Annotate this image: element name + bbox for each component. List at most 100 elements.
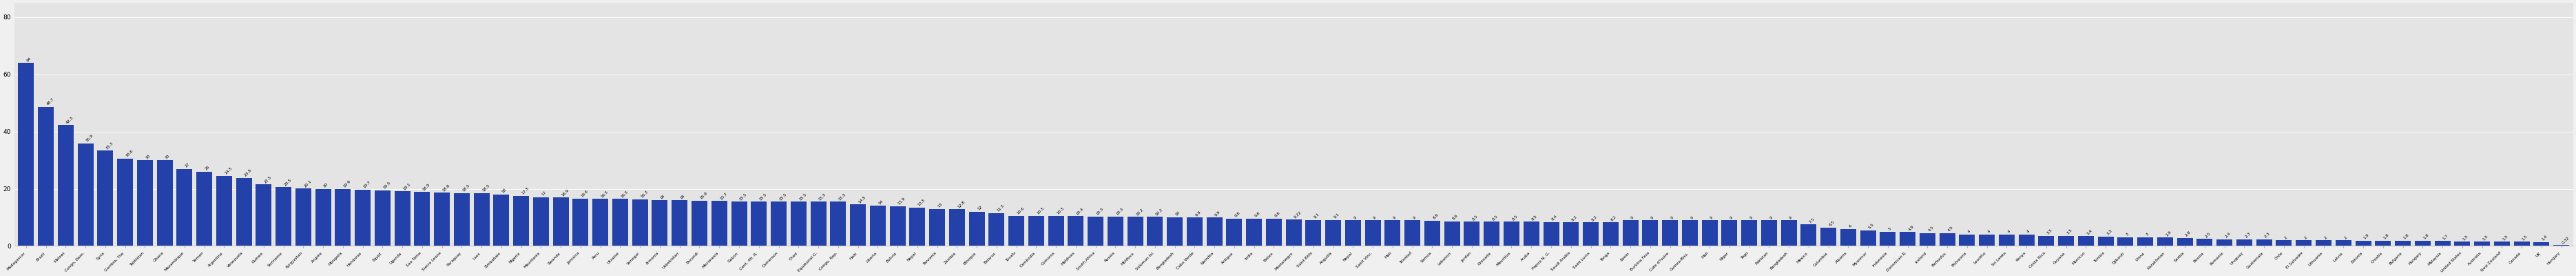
Text: 16.9: 16.9 (562, 188, 569, 197)
Text: 10.5: 10.5 (1036, 206, 1046, 215)
Bar (1999, 235, 2014, 246)
Bar (1463, 222, 1479, 246)
Text: 18.6: 18.6 (443, 184, 451, 192)
Text: 13.5: 13.5 (917, 198, 927, 207)
Bar (1247, 219, 1262, 246)
Text: 9.1: 9.1 (1334, 213, 1340, 219)
Text: 4.5: 4.5 (1947, 225, 1955, 232)
Text: 19.7: 19.7 (363, 180, 371, 189)
Bar (1839, 229, 1857, 246)
Text: 3.3: 3.3 (2105, 229, 2112, 236)
Bar (1345, 220, 1360, 246)
Text: 16.5: 16.5 (621, 190, 629, 198)
Bar (2215, 239, 2233, 246)
Bar (1860, 230, 1875, 246)
Text: 3.5: 3.5 (2066, 228, 2074, 235)
Bar (2020, 235, 2035, 246)
Text: 8.5: 8.5 (1512, 214, 1517, 221)
Bar (652, 200, 667, 246)
Text: 9: 9 (1352, 215, 1358, 220)
Bar (1028, 216, 1043, 246)
Bar (2494, 242, 2509, 246)
Text: 13.9: 13.9 (896, 197, 907, 206)
Text: 2.5: 2.5 (2205, 231, 2213, 238)
Bar (1721, 220, 1736, 246)
Text: 16: 16 (659, 194, 665, 200)
Text: 10.4: 10.4 (1077, 207, 1084, 216)
Bar (453, 193, 469, 246)
Bar (1821, 227, 1837, 246)
Bar (1978, 235, 1994, 246)
Text: 10.2: 10.2 (1154, 208, 1164, 216)
Bar (1128, 217, 1144, 246)
Text: 4.9: 4.9 (1909, 224, 1914, 231)
Bar (77, 143, 93, 246)
Text: 1.9: 1.9 (2362, 233, 2370, 240)
Text: 1.4: 1.4 (2543, 234, 2548, 241)
Text: 64: 64 (26, 56, 31, 62)
Text: 16: 16 (680, 194, 685, 200)
Bar (770, 202, 786, 246)
Text: 19.1: 19.1 (402, 182, 412, 191)
Bar (433, 193, 451, 246)
Bar (1108, 216, 1123, 246)
Text: 8.2: 8.2 (1610, 215, 1618, 222)
Bar (2336, 240, 2352, 246)
Bar (2058, 236, 2074, 246)
Text: 1.8: 1.8 (2383, 233, 2391, 240)
Bar (1762, 220, 1777, 246)
Text: 8.5: 8.5 (1492, 214, 1499, 221)
Bar (1543, 222, 1558, 246)
Bar (1285, 220, 1301, 246)
Text: 20.1: 20.1 (304, 179, 312, 188)
Bar (237, 178, 252, 246)
Text: 1.7: 1.7 (2442, 233, 2450, 240)
Text: 15.5: 15.5 (778, 192, 788, 201)
Text: 1.5: 1.5 (2522, 234, 2530, 241)
Text: 4.5: 4.5 (1927, 225, 1935, 232)
Text: 9: 9 (1728, 215, 1734, 220)
Bar (2257, 239, 2272, 246)
Bar (255, 184, 270, 246)
Bar (1069, 216, 1084, 246)
Text: 6.5: 6.5 (1829, 220, 1834, 227)
Bar (1582, 222, 1600, 246)
Text: 9: 9 (1631, 215, 1636, 220)
Text: 15.5: 15.5 (819, 192, 827, 201)
Text: 9: 9 (1651, 215, 1654, 220)
Bar (98, 151, 113, 246)
Text: 0.32: 0.32 (2561, 236, 2571, 245)
Bar (1306, 220, 1321, 246)
Text: 3: 3 (2146, 233, 2148, 237)
Bar (969, 212, 984, 246)
Bar (1425, 221, 1440, 246)
Bar (2295, 240, 2311, 246)
Text: 2.8: 2.8 (2184, 230, 2192, 237)
Bar (811, 202, 827, 246)
Text: 2.4: 2.4 (2226, 232, 2231, 238)
Bar (2354, 240, 2370, 246)
Bar (415, 192, 430, 246)
Text: 14.5: 14.5 (858, 195, 866, 204)
Bar (374, 190, 392, 246)
Bar (2514, 242, 2530, 246)
Text: 9: 9 (1394, 215, 1396, 220)
Bar (1880, 232, 1896, 246)
Bar (2535, 242, 2550, 246)
Bar (57, 125, 75, 246)
Bar (314, 189, 332, 246)
Bar (1960, 235, 1976, 246)
Bar (613, 199, 629, 246)
Bar (18, 63, 33, 246)
Bar (116, 158, 134, 246)
Bar (137, 160, 152, 246)
Bar (196, 172, 211, 246)
Text: 26: 26 (204, 165, 211, 171)
Bar (2138, 237, 2154, 246)
Bar (1741, 220, 1757, 246)
Text: 9: 9 (1770, 215, 1772, 220)
Text: 18.9: 18.9 (422, 182, 430, 191)
Bar (2414, 241, 2432, 246)
Text: 19.5: 19.5 (384, 181, 392, 190)
Text: 4: 4 (1986, 230, 1991, 234)
